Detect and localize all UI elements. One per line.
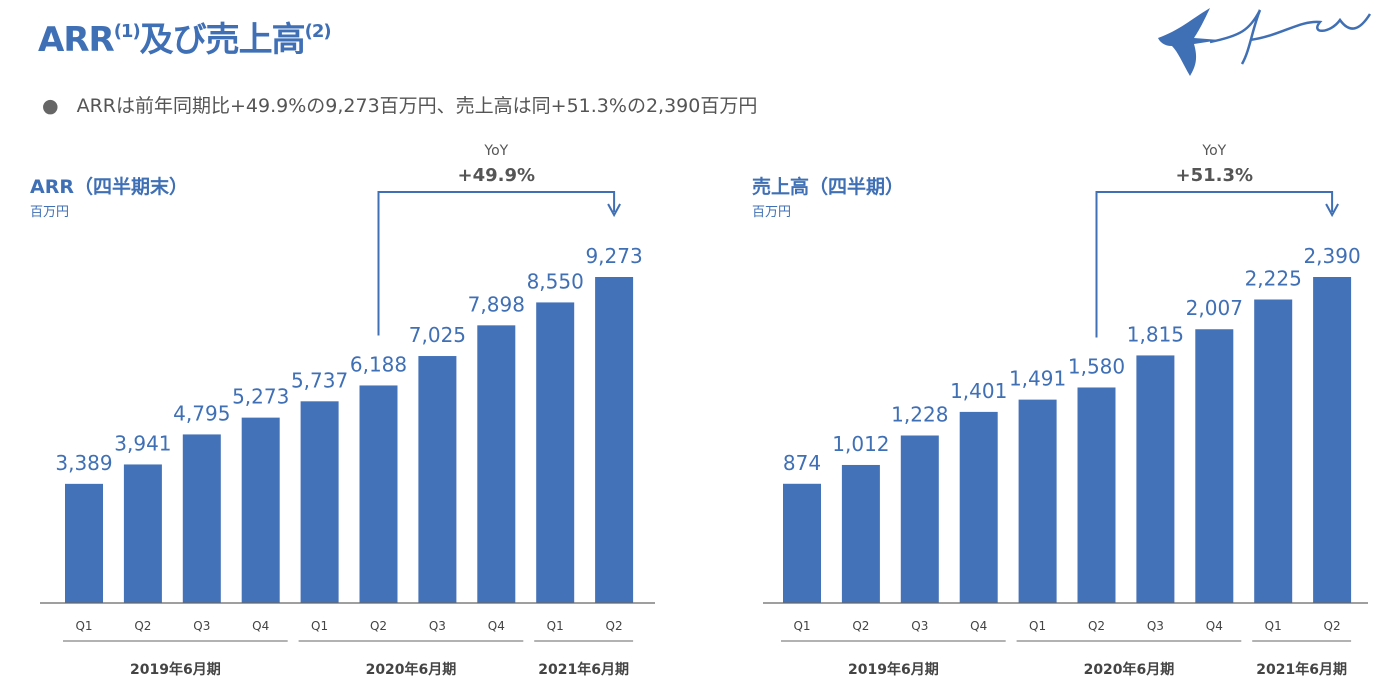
- group-label: 2019年6月期: [848, 661, 939, 678]
- x-tick-label: Q3: [1147, 619, 1164, 633]
- bar: [1136, 355, 1175, 603]
- x-tick-label: Q3: [911, 619, 928, 633]
- x-tick-label: Q4: [252, 619, 269, 633]
- y-unit-label: 百万円: [752, 205, 791, 220]
- value-label: 3,941: [114, 431, 171, 455]
- bar: [1018, 399, 1057, 603]
- yoy-label: YoY: [1201, 143, 1226, 159]
- bar: [536, 302, 575, 603]
- value-label: 1,580: [1068, 354, 1125, 378]
- group-label: 2019年6月期: [130, 661, 221, 678]
- bar: [841, 464, 880, 603]
- x-tick-label: Q1: [311, 619, 328, 633]
- group-label: 2020年6月期: [366, 661, 457, 678]
- bar: [300, 401, 339, 603]
- bar: [418, 356, 457, 603]
- x-tick-label: Q1: [1265, 619, 1282, 633]
- x-tick-label: Q1: [1029, 619, 1046, 633]
- value-label: 7,025: [409, 323, 466, 347]
- arrow-down-icon: [1325, 203, 1339, 218]
- group-label: 2020年6月期: [1084, 661, 1175, 678]
- bar: [1254, 299, 1293, 603]
- bar: [477, 325, 516, 603]
- summary-text: ARRは前年同期比+49.9%の9,273百万円、売上高は同+51.3%の2,3…: [76, 95, 758, 117]
- value-label: 2,007: [1186, 296, 1243, 320]
- x-tick-label: Q2: [1324, 619, 1341, 633]
- y-unit-label: 百万円: [30, 205, 69, 220]
- bar: [959, 411, 998, 603]
- value-label: 1,491: [1009, 367, 1066, 391]
- x-tick-label: Q4: [1206, 619, 1223, 633]
- value-label: 5,273: [232, 385, 289, 409]
- x-tick-label: Q4: [970, 619, 987, 633]
- bar: [783, 483, 821, 603]
- x-tick-label: Q1: [75, 619, 92, 633]
- value-label: 2,390: [1303, 244, 1360, 268]
- arrow-down-icon: [607, 203, 621, 218]
- yoy-value: +51.3%: [1176, 165, 1254, 186]
- bar: [359, 385, 398, 603]
- x-tick-label: Q1: [793, 619, 810, 633]
- value-label: 7,898: [468, 292, 525, 316]
- bar: [1077, 387, 1116, 603]
- yoy-label: YoY: [483, 143, 508, 159]
- group-label: 2021年6月期: [1256, 661, 1347, 678]
- chart-title: 売上高（四半期）: [752, 175, 904, 198]
- page-title: ARR(1)及び売上高(2): [38, 20, 332, 60]
- freee-logo: [1158, 8, 1372, 76]
- yoy-bracket: [1095, 191, 1334, 338]
- value-label: 9,273: [585, 244, 642, 268]
- yoy-value: +49.9%: [458, 165, 536, 186]
- value-label: 8,550: [527, 269, 584, 293]
- value-label: 3,389: [55, 451, 112, 475]
- bar: [595, 277, 634, 603]
- value-label: 6,188: [350, 352, 407, 376]
- value-label: 1,228: [891, 402, 948, 426]
- x-tick-label: Q3: [429, 619, 446, 633]
- yoy-bracket: [377, 191, 616, 336]
- bar: [65, 483, 103, 603]
- x-tick-label: Q2: [134, 619, 151, 633]
- value-label: 1,012: [832, 432, 889, 456]
- value-label: 2,225: [1245, 267, 1302, 291]
- group-label: 2021年6月期: [538, 661, 629, 678]
- value-label: 874: [783, 451, 821, 475]
- x-tick-label: Q2: [370, 619, 387, 633]
- bar: [182, 434, 221, 603]
- bar: [123, 464, 162, 603]
- x-tick-label: Q1: [547, 619, 564, 633]
- value-label: 1,401: [950, 379, 1007, 403]
- bar: [1313, 277, 1352, 603]
- chart-title: ARR（四半期末）: [30, 175, 188, 198]
- x-tick-label: Q3: [193, 619, 210, 633]
- value-label: 5,737: [291, 368, 348, 392]
- bar: [241, 417, 280, 603]
- value-label: 1,815: [1127, 322, 1184, 346]
- x-tick-label: Q2: [1088, 619, 1105, 633]
- bar: [900, 435, 939, 603]
- x-tick-label: Q2: [852, 619, 869, 633]
- bar: [1195, 329, 1234, 603]
- summary-bullet: ● ARRは前年同期比+49.9%の9,273百万円、売上高は同+51.3%の2,…: [42, 95, 758, 117]
- x-tick-label: Q4: [488, 619, 505, 633]
- x-tick-label: Q2: [606, 619, 623, 633]
- value-label: 4,795: [173, 401, 230, 425]
